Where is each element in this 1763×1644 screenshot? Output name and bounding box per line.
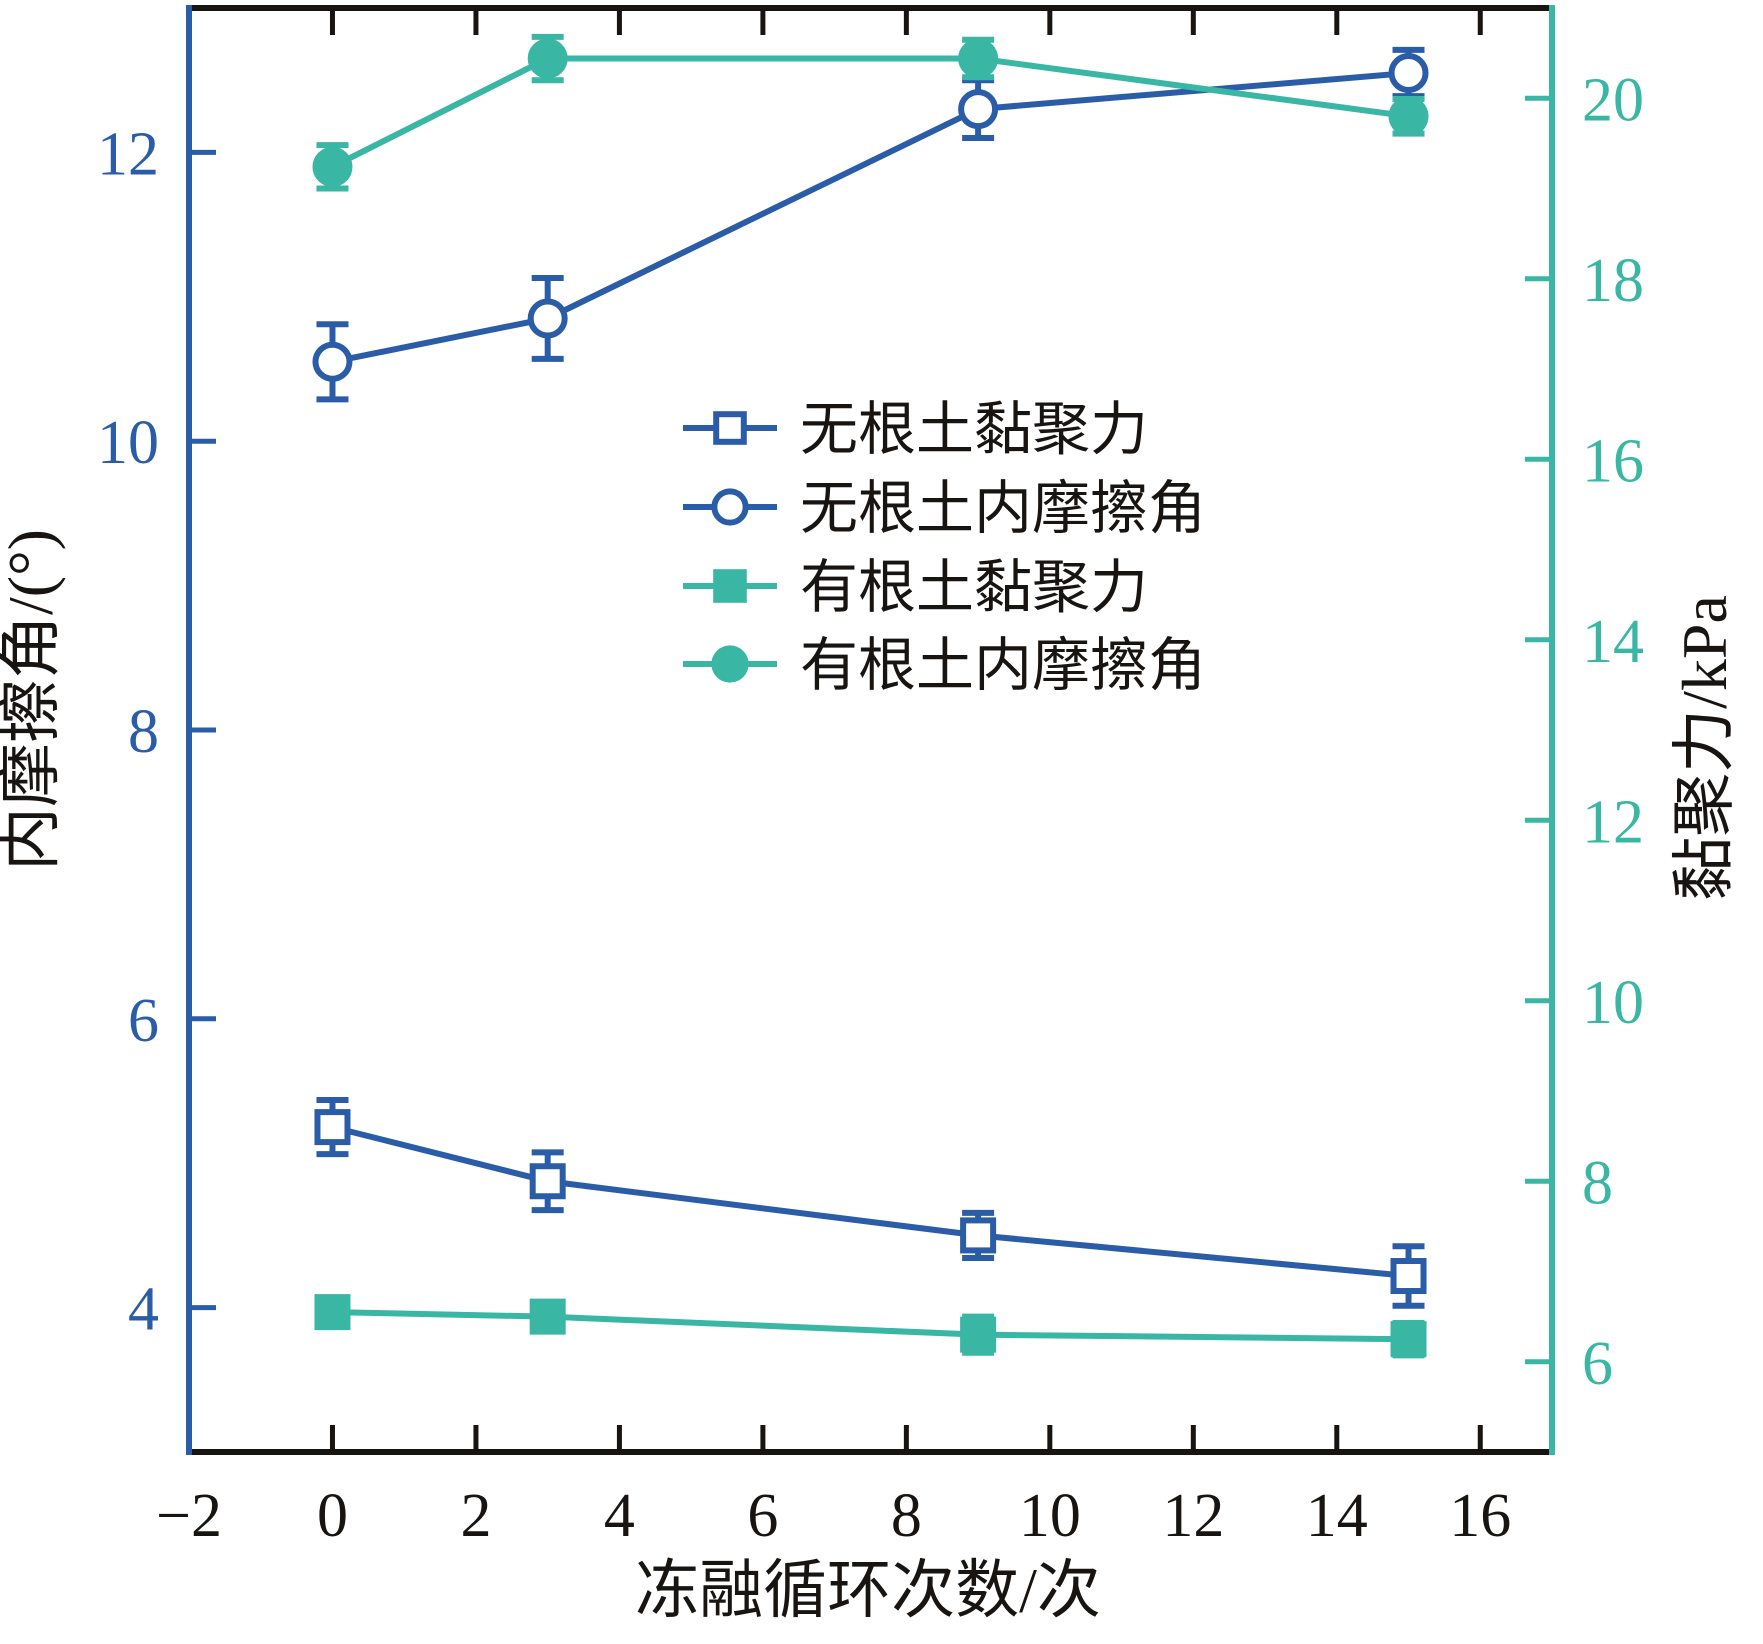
square-filled-marker xyxy=(713,569,747,603)
x-tick-label: 8 xyxy=(891,1482,922,1550)
legend-label: 无根土内摩擦角 xyxy=(800,476,1206,541)
left-tick-label: 8 xyxy=(128,698,159,766)
right-tick-label: 16 xyxy=(1582,427,1644,495)
square-open-marker xyxy=(713,411,747,445)
x-tick-label: 2 xyxy=(460,1482,491,1550)
x-tick-label: 12 xyxy=(1162,1482,1224,1550)
square-filled-marker xyxy=(960,1316,997,1353)
right-tick-label: 18 xyxy=(1582,247,1644,315)
series-line xyxy=(331,69,1409,365)
legend-item-2: 无根土内摩擦角 xyxy=(683,476,1206,541)
left-tick-label: 12 xyxy=(97,120,159,188)
circle-open-marker xyxy=(958,89,999,130)
x-tick-label: 10 xyxy=(1019,1482,1081,1550)
circle-open-marker xyxy=(1388,52,1429,93)
square-open-marker xyxy=(960,1217,997,1254)
series-无根土黏聚力 xyxy=(314,1097,1427,1309)
square-filled-marker xyxy=(314,1294,351,1331)
right-tick-label: 8 xyxy=(1582,1149,1613,1217)
right-tick-label: 10 xyxy=(1582,969,1644,1037)
left-tick-label: 6 xyxy=(128,987,159,1055)
series-有根土内摩擦角 xyxy=(312,33,1429,192)
square-open-marker xyxy=(314,1109,351,1146)
right-axis-title: 黏聚力/kPa xyxy=(1669,595,1740,901)
legend-item-4: 有根土内摩擦角 xyxy=(683,633,1206,698)
legend-label: 有根土黏聚力 xyxy=(800,555,1148,620)
series-line xyxy=(331,55,1409,170)
circle-filled-marker xyxy=(958,38,999,79)
legend-item-3: 有根土黏聚力 xyxy=(683,555,1148,620)
series-有根土黏聚力 xyxy=(314,1294,1427,1359)
series-无根土内摩擦角 xyxy=(312,46,1429,403)
circle-filled-marker xyxy=(1388,96,1429,137)
legend-item-1: 无根土黏聚力 xyxy=(683,397,1148,462)
right-tick-label: 20 xyxy=(1582,66,1644,134)
circle-filled-marker xyxy=(527,38,568,79)
left-tick-label: 10 xyxy=(97,409,159,477)
x-tick-label: 6 xyxy=(747,1482,778,1550)
x-axis-title: 冻融循环次数/次 xyxy=(635,1555,1101,1626)
x-tick-label: 4 xyxy=(604,1482,635,1550)
legend-label: 有根土内摩擦角 xyxy=(800,633,1206,698)
square-open-marker xyxy=(1390,1258,1427,1295)
left-tick-label: 4 xyxy=(128,1276,159,1344)
right-tick-label: 6 xyxy=(1582,1330,1613,1398)
series-line xyxy=(332,1309,1409,1343)
circle-open-marker xyxy=(312,341,353,382)
right-tick-label: 14 xyxy=(1582,608,1644,676)
x-tick-label: 16 xyxy=(1449,1482,1511,1550)
data-series xyxy=(312,33,1429,1359)
right-tick-label: 12 xyxy=(1582,788,1644,856)
legend-label: 无根土黏聚力 xyxy=(800,397,1148,462)
square-filled-marker xyxy=(1390,1321,1427,1358)
circle-open-marker xyxy=(527,298,568,339)
axes-tick-labels: −2 0 2 4 6 8 10 12 14 16 4 6 8 10 12 6 8 10 12 14 16 18 20 xyxy=(97,66,1644,1550)
x-tick-label: 0 xyxy=(317,1482,348,1550)
x-tick-label: 14 xyxy=(1306,1482,1368,1550)
square-filled-marker xyxy=(529,1298,566,1335)
square-open-marker xyxy=(529,1163,566,1200)
series-line xyxy=(331,1124,1409,1279)
x-tick-label: −2 xyxy=(156,1482,222,1550)
axes-ticks xyxy=(189,8,1552,1452)
circle-filled-marker xyxy=(312,146,353,187)
left-axis-title: 内摩擦角/(°) xyxy=(0,529,66,871)
circle-open-marker xyxy=(711,488,749,526)
axes-spines xyxy=(186,5,1555,1455)
circle-filled-marker xyxy=(711,645,749,683)
